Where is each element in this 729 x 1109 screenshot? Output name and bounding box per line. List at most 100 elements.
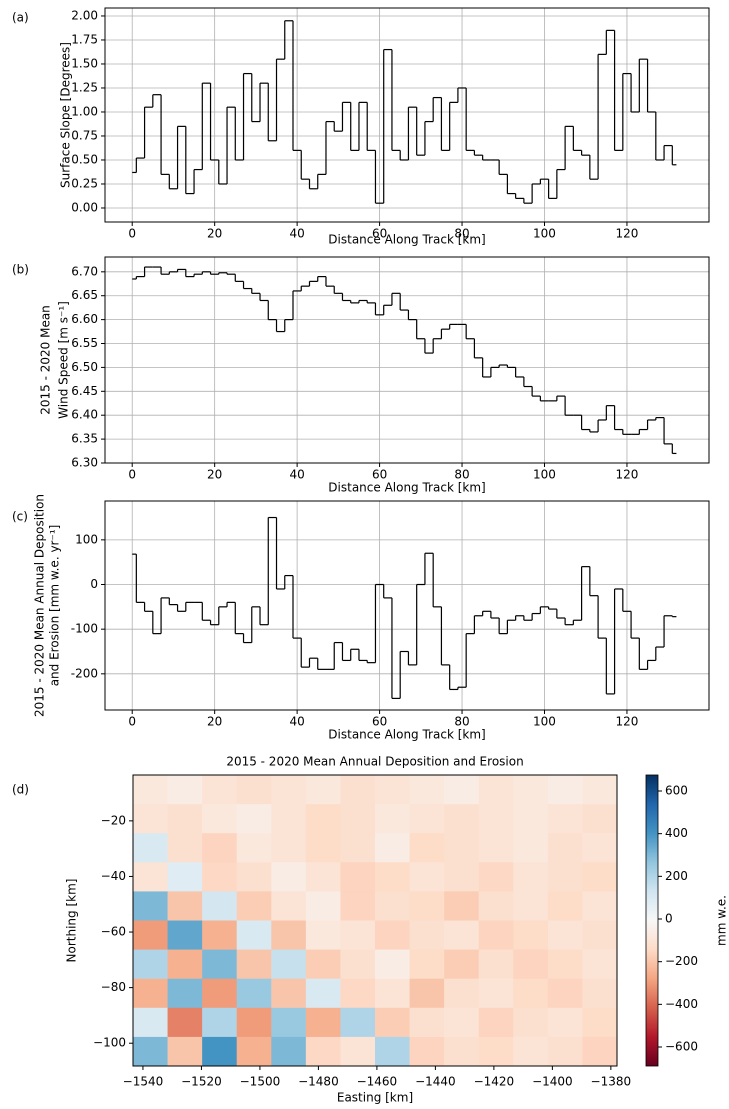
y-tick-label: 6.70 xyxy=(71,264,98,278)
heatmap-cell xyxy=(167,862,203,892)
heatmap-cell xyxy=(271,920,307,951)
heatmap-cell xyxy=(582,833,618,863)
panel-label: (b) xyxy=(12,263,29,277)
heatmap-cell xyxy=(547,1036,583,1067)
heatmap-cell xyxy=(271,891,307,921)
heatmap-cell xyxy=(236,920,272,951)
heatmap-cell xyxy=(547,775,583,805)
heatmap-cell xyxy=(582,1007,618,1038)
heatmap-cell xyxy=(513,949,549,980)
heatmap-cell xyxy=(202,891,238,921)
heatmap-cell xyxy=(167,833,203,863)
heatmap-cell xyxy=(271,804,307,834)
heatmap-cell xyxy=(547,833,583,863)
heatmap-cell xyxy=(305,833,341,863)
heatmap-cell xyxy=(444,862,480,892)
heatmap-cell xyxy=(478,775,514,805)
x-tick-label: −1460 xyxy=(357,1075,398,1089)
heatmap-cell xyxy=(375,833,411,863)
heatmap-cell xyxy=(478,1036,514,1067)
heatmap-cell xyxy=(444,1036,480,1067)
heatmap-cell xyxy=(202,833,238,863)
heatmap-cell xyxy=(513,1036,549,1067)
heatmap-cell xyxy=(305,891,341,921)
heatmap-cell xyxy=(236,862,272,892)
heatmap-cell xyxy=(133,1007,169,1038)
heatmap-cell xyxy=(305,804,341,834)
y-tick-label: −40 xyxy=(101,869,126,883)
heatmap-cell xyxy=(236,1007,272,1038)
heatmap-cell xyxy=(409,775,445,805)
heatmap-cell xyxy=(340,775,376,805)
heatmap-cell xyxy=(167,804,203,834)
x-tick-label: 120 xyxy=(616,715,639,729)
x-axis-label: Easting [km] xyxy=(337,1091,413,1105)
colorbar xyxy=(645,774,659,1067)
heatmap-cell xyxy=(271,833,307,863)
heatmap-cell xyxy=(340,1007,376,1038)
heatmap-cell xyxy=(375,920,411,951)
x-tick-label: 80 xyxy=(454,227,469,241)
colorbar-tick-label: 0 xyxy=(665,912,673,926)
step-risers xyxy=(135,20,673,204)
heatmap-cell xyxy=(547,920,583,951)
heatmap-cell xyxy=(133,775,169,805)
heatmap-cell xyxy=(305,862,341,892)
heatmap-cell xyxy=(513,804,549,834)
heatmap-cell xyxy=(340,949,376,980)
heatmap-cell xyxy=(340,804,376,834)
colorbar-tick-label: 400 xyxy=(665,826,688,840)
colorbar-tick-label: −200 xyxy=(665,954,698,968)
heatmap-cell xyxy=(375,891,411,921)
heatmap-cell xyxy=(444,920,480,951)
heatmap-cell xyxy=(305,1007,341,1038)
x-tick-label: 100 xyxy=(533,227,556,241)
colorbar-tick-label: 600 xyxy=(665,784,688,798)
heatmap-cell xyxy=(478,804,514,834)
y-tick-label: 0 xyxy=(90,577,98,591)
y-tick-label: 0.50 xyxy=(71,152,98,166)
heatmap-cell xyxy=(582,775,618,805)
y-tick-label: 6.50 xyxy=(71,360,98,374)
heatmap-cell xyxy=(478,978,514,1009)
y-tick-label: 0.00 xyxy=(71,200,98,214)
heatmap-cell xyxy=(547,1007,583,1038)
y-tick-label: 6.40 xyxy=(71,408,98,422)
x-tick-label: −1400 xyxy=(532,1075,573,1089)
y-tick-label: -200 xyxy=(71,666,98,680)
step-risers xyxy=(135,517,673,699)
colorbar-label: mm w.e. xyxy=(715,895,729,946)
y-tick-label: 6.45 xyxy=(71,384,98,398)
panel-label: (c) xyxy=(12,510,28,524)
heatmap-cell xyxy=(271,862,307,892)
heatmap-cell xyxy=(202,978,238,1009)
axes-frame xyxy=(132,774,618,1067)
heatmap-cell xyxy=(444,978,480,1009)
x-tick-label: −1420 xyxy=(474,1075,515,1089)
heatmap-cell xyxy=(271,775,307,805)
y-tick-label: -100 xyxy=(71,622,98,636)
heatmap-cell xyxy=(167,775,203,805)
heatmap-cell xyxy=(409,891,445,921)
y-tick-label: −80 xyxy=(101,980,126,994)
x-tick-label: −1500 xyxy=(240,1075,281,1089)
y-tick-label: 6.35 xyxy=(71,432,98,446)
heatmap-cell xyxy=(340,1036,376,1067)
y-tick-label: 1.00 xyxy=(71,104,98,118)
y-tick-label: 0.25 xyxy=(71,176,98,190)
heatmap-cell xyxy=(202,1007,238,1038)
x-tick-label: −1440 xyxy=(415,1075,456,1089)
x-tick-label: 60 xyxy=(372,715,387,729)
heatmap-cell xyxy=(305,775,341,805)
y-tick-label: 0.75 xyxy=(71,128,98,142)
x-tick-label: −1520 xyxy=(181,1075,222,1089)
heatmap-cell xyxy=(340,978,376,1009)
heatmap-cell xyxy=(409,1007,445,1038)
heatmap-cell xyxy=(409,833,445,863)
x-axis-label: Distance Along Track [km] xyxy=(328,728,485,742)
heatmap-cell xyxy=(236,775,272,805)
heatmap-cell xyxy=(202,949,238,980)
heatmap-cell xyxy=(375,862,411,892)
heatmap-cell xyxy=(582,949,618,980)
heatmap-cell xyxy=(133,1036,169,1067)
